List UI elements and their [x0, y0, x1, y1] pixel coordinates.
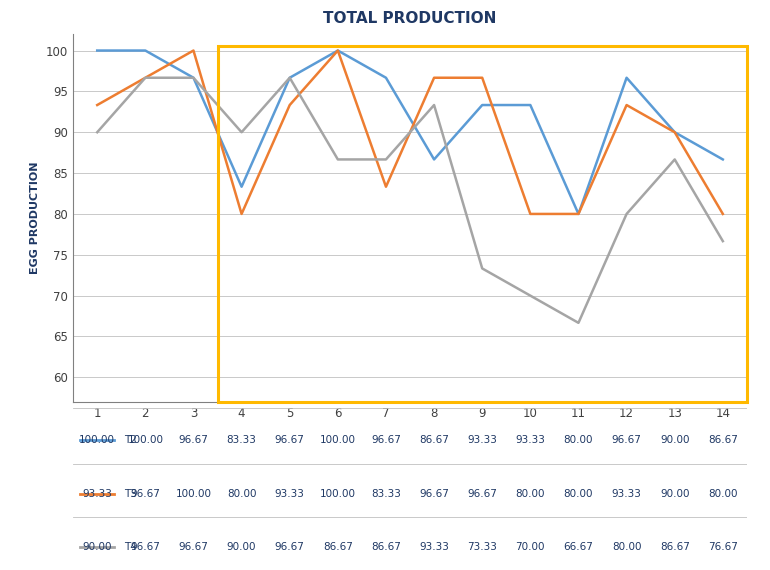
- Text: T4: T4: [124, 542, 136, 552]
- Text: 100.00: 100.00: [320, 488, 356, 499]
- Text: 96.67: 96.67: [371, 435, 401, 445]
- Text: 93.33: 93.33: [419, 542, 449, 552]
- Text: 96.67: 96.67: [130, 488, 160, 499]
- Text: 80.00: 80.00: [564, 488, 593, 499]
- Text: 93.33: 93.33: [275, 488, 305, 499]
- Text: 73.33: 73.33: [467, 542, 497, 552]
- Text: 100.00: 100.00: [127, 435, 163, 445]
- Text: 100.00: 100.00: [320, 435, 356, 445]
- Text: 80.00: 80.00: [612, 542, 641, 552]
- Text: 76.67: 76.67: [708, 542, 738, 552]
- Text: 70.00: 70.00: [516, 542, 545, 552]
- Text: 96.67: 96.67: [179, 542, 209, 552]
- Text: T2: T2: [124, 435, 136, 445]
- Text: 90.00: 90.00: [82, 542, 112, 552]
- Text: 96.67: 96.67: [467, 488, 497, 499]
- Text: 86.67: 86.67: [371, 542, 401, 552]
- Text: 96.67: 96.67: [130, 542, 160, 552]
- Text: 96.67: 96.67: [179, 435, 209, 445]
- Text: T3: T3: [124, 488, 136, 499]
- Y-axis label: EGG PRODUCTION: EGG PRODUCTION: [31, 162, 41, 274]
- Text: 93.33: 93.33: [611, 488, 641, 499]
- Bar: [218, 46, 747, 402]
- Text: 83.33: 83.33: [371, 488, 401, 499]
- Text: 80.00: 80.00: [227, 488, 256, 499]
- Text: 86.67: 86.67: [708, 435, 738, 445]
- Text: 80.00: 80.00: [516, 488, 545, 499]
- Text: 96.67: 96.67: [275, 435, 305, 445]
- Text: 96.67: 96.67: [419, 488, 449, 499]
- Text: 100.00: 100.00: [176, 488, 212, 499]
- Text: 66.67: 66.67: [564, 542, 594, 552]
- Text: 80.00: 80.00: [564, 435, 593, 445]
- Text: 90.00: 90.00: [227, 542, 256, 552]
- Text: 90.00: 90.00: [660, 488, 689, 499]
- Text: 96.67: 96.67: [611, 435, 641, 445]
- Text: 86.67: 86.67: [323, 542, 353, 552]
- Text: 93.33: 93.33: [82, 488, 112, 499]
- Text: 86.67: 86.67: [660, 542, 690, 552]
- Text: 96.67: 96.67: [275, 542, 305, 552]
- Text: 93.33: 93.33: [515, 435, 545, 445]
- Text: 93.33: 93.33: [467, 435, 497, 445]
- Text: 80.00: 80.00: [708, 488, 738, 499]
- Text: 90.00: 90.00: [660, 435, 689, 445]
- Text: 86.67: 86.67: [419, 435, 449, 445]
- Text: 83.33: 83.33: [226, 435, 256, 445]
- Title: TOTAL PRODUCTION: TOTAL PRODUCTION: [323, 11, 497, 26]
- Text: 100.00: 100.00: [79, 435, 116, 445]
